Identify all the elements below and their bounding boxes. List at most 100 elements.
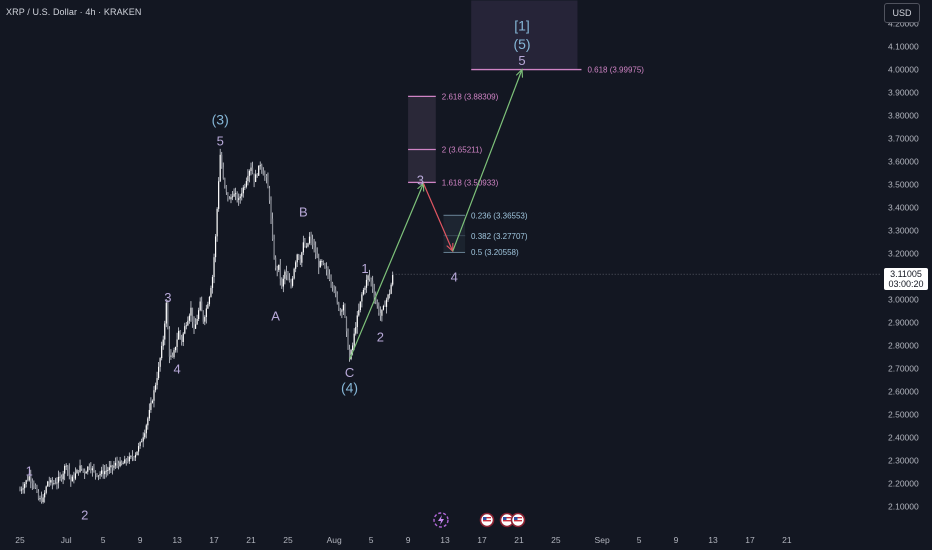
us-flag-event-icon[interactable] (510, 512, 526, 528)
candle-body (67, 465, 69, 470)
candle-body (284, 271, 286, 279)
candle-body (345, 316, 348, 332)
candle-body (225, 185, 227, 193)
price-tick-label: 2.70000 (888, 364, 919, 374)
wave-label: 2 (377, 329, 384, 344)
candle-body (25, 480, 27, 485)
candle-body (221, 154, 223, 168)
fib-retracement-label: 0.5 (3.20558) (471, 248, 519, 257)
time-tick-label: 25 (551, 535, 561, 545)
candle-body (165, 302, 167, 324)
lightning-event-icon[interactable] (433, 512, 449, 528)
candle-body (293, 268, 295, 279)
wave-label: 3 (417, 173, 424, 188)
candle-body (273, 239, 275, 258)
wave-label: 1 (361, 261, 368, 276)
wave-label: 5 (217, 133, 224, 148)
candle-body (114, 462, 117, 466)
wave-label: A (271, 309, 280, 324)
candle-body (238, 198, 240, 200)
candle-body (79, 465, 81, 473)
candle-body (170, 355, 172, 357)
candle-body (385, 299, 388, 307)
candle-body (60, 476, 63, 480)
price-tick-label: 2.80000 (888, 341, 919, 351)
candle-body (310, 236, 312, 240)
candle-body (144, 433, 146, 438)
fib-extension-box[interactable] (408, 96, 436, 184)
candle-body (102, 470, 104, 475)
candle-body (367, 275, 369, 280)
candle-body (250, 167, 252, 171)
candle-body (372, 280, 374, 290)
candle-body (153, 390, 155, 401)
candle-body (184, 326, 186, 334)
candle-body (99, 473, 101, 476)
currency-button[interactable]: USD (884, 3, 920, 23)
candle-body (325, 267, 328, 270)
projection-arrow-down[interactable] (422, 183, 452, 251)
candle-body (290, 281, 292, 286)
candle-body (122, 463, 124, 465)
candle-body (295, 262, 297, 269)
candle-body (117, 463, 120, 467)
candle-body (231, 196, 234, 198)
candle-body (228, 198, 231, 200)
price-axis[interactable]: 4.20000 4.10000 4.00000 3.90000 3.80000 3.700… (888, 19, 919, 512)
candle-body (275, 257, 277, 268)
price-tick-label: 3.80000 (888, 111, 919, 121)
price-tick-label: 2.40000 (888, 433, 919, 443)
candle-body (378, 305, 380, 313)
fib-extension-label: 1.618 (3.50933) (442, 178, 499, 187)
candle-body (193, 322, 195, 329)
candle-body (296, 254, 298, 263)
candle-body (107, 470, 109, 471)
candle-body (316, 254, 318, 259)
candle-body (213, 257, 215, 278)
projection-arrow-target[interactable] (452, 70, 522, 252)
candle-body (59, 476, 61, 478)
candle-body (336, 293, 338, 303)
candle-body (94, 470, 97, 474)
fib-retracement-label: 0.236 (3.36553) (471, 211, 528, 220)
candle-body (353, 333, 355, 346)
us-flag-event-icon[interactable] (479, 512, 495, 528)
flag-canton (483, 517, 487, 520)
candle-body (167, 302, 169, 329)
candle-body (91, 468, 93, 471)
candle-body (130, 456, 132, 458)
candle-body (37, 491, 40, 500)
target-zone-box[interactable] (471, 0, 578, 70)
candle-body (301, 252, 303, 263)
candle-body (356, 315, 358, 328)
time-axis[interactable]: 25 Jul 5 9 13 17 21 25 Aug 5 9 13 17 21 25 Sep 5 9 13 17 21 (15, 535, 792, 545)
candle-body (222, 167, 224, 179)
time-tick-label: 9 (138, 535, 143, 545)
candle-body (302, 242, 304, 253)
candle-body (344, 304, 346, 317)
candle-body (187, 320, 189, 326)
candle-body (178, 331, 180, 340)
candle-body (341, 310, 343, 312)
candle-body (227, 192, 229, 199)
flag-stripe (483, 520, 491, 522)
candle-body (342, 304, 344, 311)
wave-label-major: (5) (513, 36, 530, 52)
candle-body (108, 467, 110, 471)
candle-body (338, 302, 340, 310)
candle-body (291, 278, 294, 286)
event-markers[interactable] (433, 512, 526, 528)
drawings[interactable]: 2.618 (3.88309) 2 (3.65211) 1.618 (3.50933… (349, 0, 880, 360)
candle-body (101, 470, 103, 474)
candle-body (322, 261, 324, 264)
candle-body (162, 339, 164, 346)
projection-arrow-up[interactable] (349, 183, 424, 360)
last-price-value: 3.11005 (890, 269, 922, 279)
candle-body (125, 459, 127, 462)
candle-body (164, 323, 166, 340)
flag-canton (514, 517, 518, 520)
price-tick-label: 3.40000 (888, 203, 919, 213)
candle-body (359, 301, 361, 310)
